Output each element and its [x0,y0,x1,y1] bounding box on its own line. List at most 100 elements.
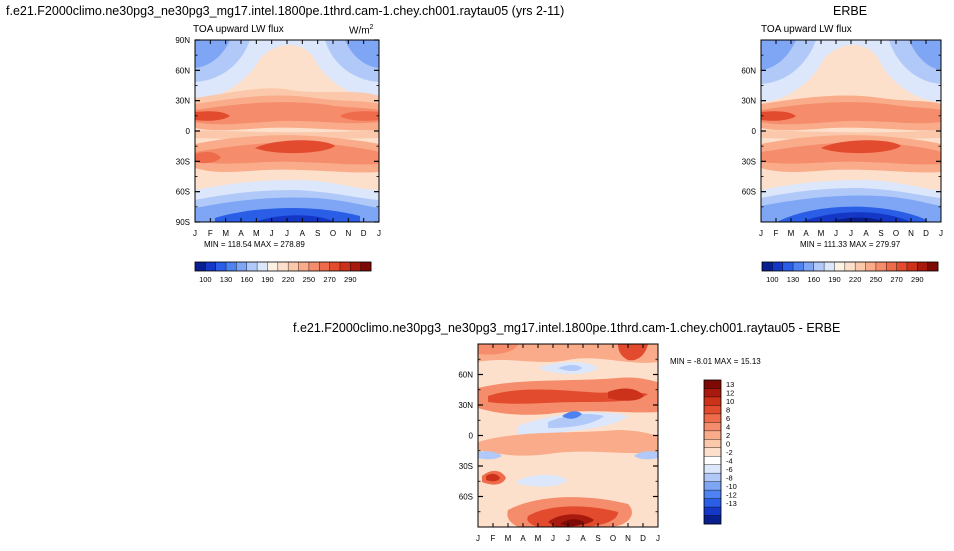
colorbar-frame [703,379,722,525]
abs-colorbar-1: 100 130 160 190 220 250 270 290 [761,261,939,284]
x-tick-label: F [208,229,213,238]
y-tick-label: 30N [458,401,473,410]
colorbar-frame [194,261,372,272]
colorbar-swatch [319,262,330,271]
colorbar-swatch [246,262,258,271]
colorbar-label: 160 [241,275,254,284]
obs-fill-south-cold-5 [831,217,885,222]
y-tick-label: 0 [752,127,757,136]
colorbar-label: 130 [787,275,800,284]
colorbar-label: 250 [303,275,316,284]
colorbar-swatch [704,447,721,457]
x-tick-label: N [345,229,351,238]
colorbar-swatch [704,498,721,508]
y-tick-label: 60N [741,66,756,75]
diff-fill-left-blue [478,451,502,460]
model-fill-upper-cold-2 [195,40,230,68]
colorbar-label: 290 [344,275,357,284]
obs-fill-upper-cold-2 [761,40,796,70]
x-tick-label: M [818,229,825,238]
x-tick-label: M [253,229,260,238]
obs-fill-equator [761,130,941,140]
x-tick-label: J [270,229,274,238]
diff-fill-mid-blue-3 [562,411,582,419]
colorbar-swatch [813,262,825,271]
colorbar-label: 100 [766,275,779,284]
x-tick-label: D [923,229,929,238]
colorbar-swatch [236,262,248,271]
x-tick-label: J [285,229,289,238]
diff-stats: MIN = -8.01 MAX = 15.13 [670,357,761,366]
diff-fill-blue-2 [558,365,582,371]
colorbar-swatch [215,262,227,271]
colorbar-label: -13 [726,499,737,508]
diff-contour-plot [477,343,659,528]
model-fill-north-band-3r [340,111,379,121]
colorbar-label: 0 [726,440,730,449]
colorbar-label: 270 [890,275,903,284]
colorbar-swatch [704,464,721,474]
colorbar-frame [761,261,939,272]
colorbar-swatch [782,262,794,271]
obs-fill-south-cold-4 [801,212,911,222]
obs-variable-label: TOA upward LW flux [761,24,852,35]
diff-fill-top-2 [618,344,648,361]
colorbars-layer: 100 130 160 190 220 250 270 290 100 130 160 190 220 2… [194,261,939,525]
x-tick-label: O [330,229,336,238]
model-contour-plot [194,39,380,223]
x-tick-label: A [580,534,586,543]
colorbar-swatch [339,262,351,271]
colorbar-swatch [704,405,721,415]
x-tick-label: A [300,229,306,238]
colorbar-swatch [875,262,887,271]
colorbar-swatch [772,262,784,271]
x-tick-label: J [939,229,943,238]
colorbar-label: 2 [726,431,730,440]
colorbar-label: 12 [726,389,734,398]
colorbar-swatch [704,396,721,406]
colorbar-swatch [906,262,918,271]
colorbar-label: 290 [911,275,924,284]
x-tick-label: M [788,229,795,238]
colorbar-label: -12 [726,490,737,499]
y-tick-label: 60S [176,188,190,197]
colorbar-swatch [267,262,279,271]
colorbar-label: 190 [261,275,274,284]
diff-fill-right-blue [634,451,658,460]
x-tick-label: D [640,534,646,543]
colorbar-swatch [704,515,721,525]
y-tick-label: 90S [176,218,190,227]
diff-fill-north-band-3 [608,388,644,401]
y-tick-label: 30N [175,97,190,106]
colorbar-label: -2 [726,448,733,457]
colorbar-label: 130 [220,275,233,284]
colorbar-label: 8 [726,406,730,415]
colorbar-label: 220 [849,275,862,284]
colorbar-swatch [704,456,721,466]
y-tick-label: 30S [742,157,756,166]
diff-fill-south-left-2 [486,473,500,482]
model-variable-label: TOA upward LW flux [193,24,284,35]
colorbar-swatch [257,262,268,271]
colorbar-label: 270 [323,275,336,284]
x-tick-label: J [834,229,838,238]
x-tick-label: J [193,229,197,238]
obs-fill-south-band-3 [821,140,901,154]
model-fill-south-band-4 [195,151,221,164]
obs-contour-plot [760,39,942,223]
colorbar-label: 13 [726,380,734,389]
x-tick-label: F [774,229,779,238]
x-tick-label: J [566,534,570,543]
colorbar-swatch [917,262,928,271]
colorbar-swatch [803,262,815,271]
colorbar-swatch [226,262,237,271]
model-units-label: W/m2 [349,24,373,36]
model-fill-south-band-2 [195,142,379,165]
y-tick-label: 60N [175,66,190,75]
colorbar-swatch [288,262,299,271]
model-panel-title: f.e21.F2000climo.ne30pg3_ne30pg3_mg17.in… [6,4,565,18]
x-tick-label: S [878,229,883,238]
model-fill-upper-cold-r2 [345,40,379,68]
colorbar-swatch [704,388,721,398]
